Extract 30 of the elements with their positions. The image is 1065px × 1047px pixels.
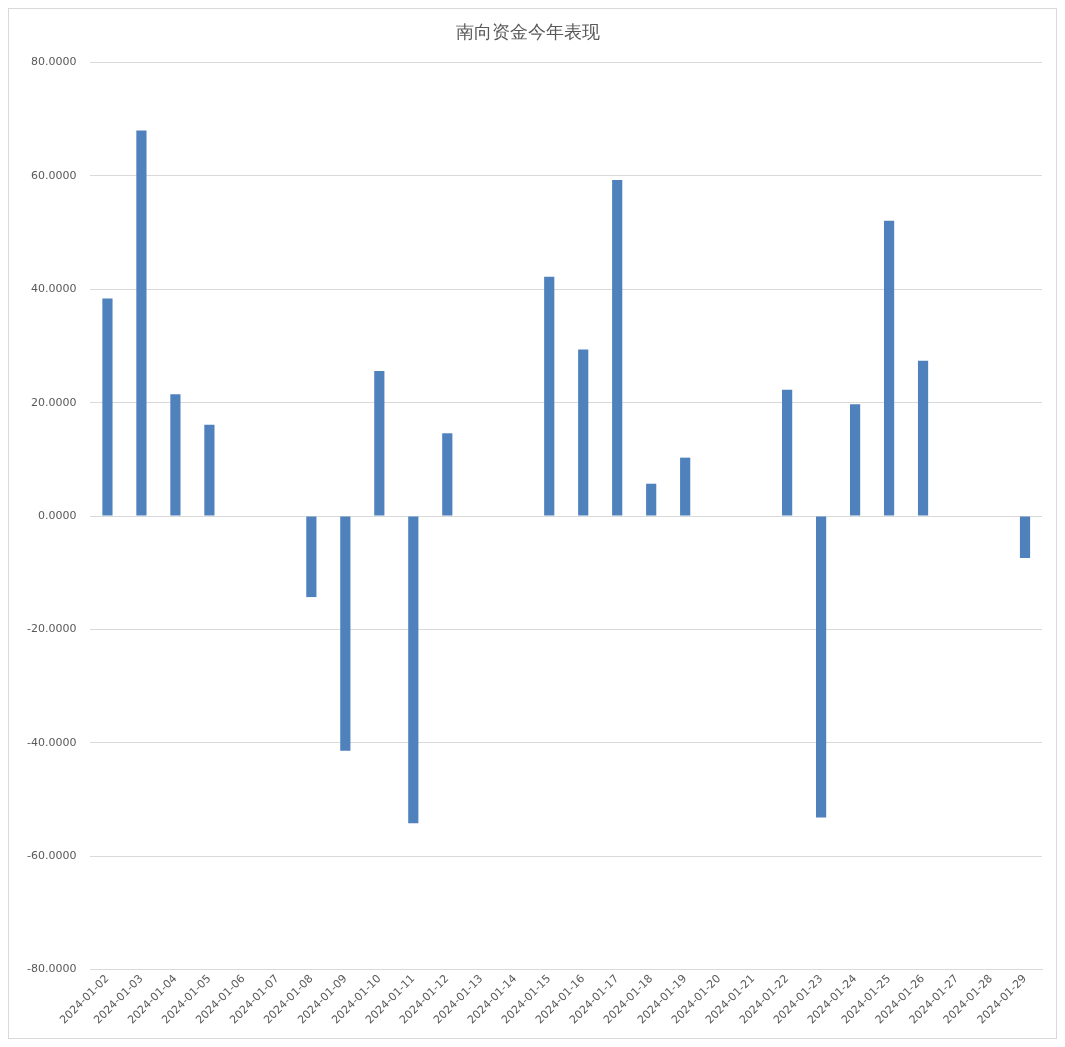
y-tick-label: 40.0000 [30,282,77,296]
y-tick-label: 60.0000 [30,168,77,182]
bar [816,516,827,818]
bar [578,349,589,516]
bar [883,220,895,516]
y-tick-label: 80.0000 [30,55,77,69]
y-tick-label: -60.0000 [26,848,77,862]
y-tick-label: -80.0000 [26,962,77,976]
bar [204,424,215,516]
bar [680,457,691,516]
bar [544,276,555,516]
bar [340,516,351,751]
y-tick-label: 20.0000 [30,395,77,409]
bar [849,404,861,516]
y-tick-label: -40.0000 [26,735,77,749]
bar [782,389,793,516]
bar [917,360,929,516]
bar [442,433,453,516]
bar [374,370,385,516]
bar [102,298,113,516]
y-tick-label: 0.0000 [37,508,77,522]
bar [1019,516,1031,558]
bar [170,394,181,516]
bar [136,130,147,516]
bar [306,516,317,598]
chart-title: 南向资金今年表现 [455,21,600,43]
y-tick-label: -20.0000 [26,622,77,636]
bar [646,483,657,516]
bar [408,516,419,824]
bar [612,179,623,516]
